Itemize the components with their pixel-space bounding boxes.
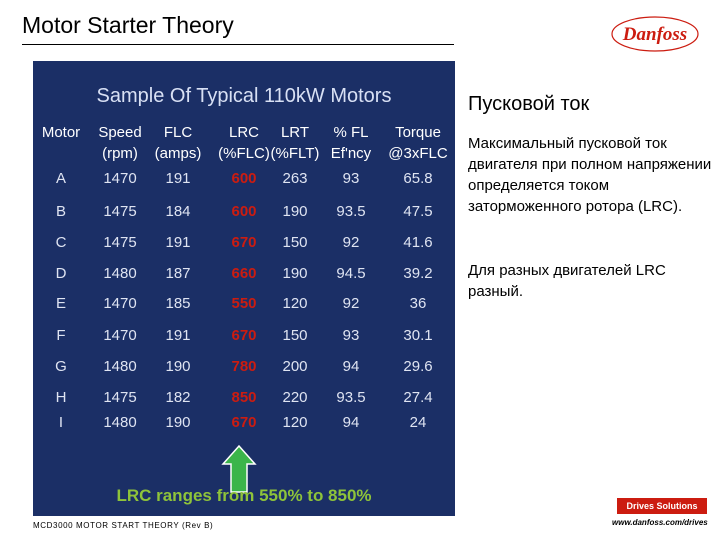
lrc-cell: 780 [231,358,257,375]
table-cell: 27.4 [403,389,433,406]
logo-wordmark: Danfoss [622,24,687,45]
table-cell: 190 [165,414,191,431]
column-header-0: Motor [41,124,81,141]
table-cell: 41.6 [403,234,433,251]
table-cell: 191 [165,234,191,251]
table-cell: E [55,295,66,312]
table-cell: H [55,389,67,406]
table-cell: 263 [282,170,308,187]
table-cell: 36 [409,295,427,312]
table-cell: 191 [165,170,191,187]
sidebar-paragraph-1: Максимальный пусковой ток двигателя при … [468,135,712,215]
lrc-cell: 550 [231,295,257,312]
column-subheader-1: (rpm) [102,145,138,162]
table-cell: 92 [342,234,360,251]
sidebar-title: Пусковой ток [468,93,590,115]
table-cell: 93 [342,170,360,187]
table-cell: 1480 [103,358,137,375]
table-cell: 39.2 [403,265,433,282]
table-cell: 190 [165,358,191,375]
table-cell: 120 [282,295,308,312]
table-cell: 94 [342,358,360,375]
column-header-2: FLC [163,124,193,141]
danfoss-logo: Danfoss [611,16,699,52]
table-cell: 24 [409,414,427,431]
table-cell: 1470 [103,327,137,344]
column-subheader-3: (%FLC) [218,145,270,162]
column-header-5: % FL [333,124,369,141]
table-cell: 182 [165,389,191,406]
table-cell: 1470 [103,295,137,312]
title-underline [22,44,454,45]
table-cell: 1480 [103,265,137,282]
table-cell: 190 [282,265,308,282]
table-cell: D [55,265,67,282]
footer-url: www.danfoss.com/drives [612,518,708,527]
table-cell: 94 [342,414,360,431]
table-cell: 200 [282,358,308,375]
table-cell: 150 [282,234,308,251]
lrc-cell: 600 [231,170,257,187]
table-cell: 191 [165,327,191,344]
table-cell: F [56,327,66,344]
table-cell: 185 [165,295,191,312]
table-cell: 1475 [103,203,137,220]
lrc-cell: 660 [231,265,257,282]
panel-title: Sample Of Typical 110kW Motors [96,85,392,107]
table-cell: 29.6 [403,358,433,375]
column-header-6: Torque [395,124,441,141]
lrc-cell: 850 [231,389,257,406]
lrc-cell: 670 [231,327,257,344]
table-cell: 150 [282,327,308,344]
lrc-cell: 670 [231,414,257,431]
table-cell: 30.1 [403,327,433,344]
table-cell: 1470 [103,170,137,187]
column-header-1: Speed [98,124,142,141]
column-subheader-2: (amps) [154,145,202,162]
column-subheader-6: @3xFLC [388,145,448,162]
table-cell: I [58,414,64,431]
table-cell: 187 [165,265,191,282]
table-cell: 93.5 [336,203,366,220]
table-cell: A [55,170,66,187]
table-cell: 47.5 [403,203,433,220]
table-cell: 93.5 [336,389,366,406]
table-cell: 94.5 [336,265,366,282]
table-cell: B [55,203,66,220]
drives-solutions-badge: Drives Solutions [617,498,707,514]
table-cell: G [55,358,67,375]
table-cell: 65.8 [403,170,433,187]
motor-table-panel: Sample Of Typical 110kW Motors Motor Spee… [33,61,455,516]
table-cell: 93 [342,327,360,344]
table-cell: 220 [282,389,308,406]
table-cell: 120 [282,414,308,431]
table-cell: C [55,234,67,251]
column-header-4: LRT [280,124,310,141]
table-cell: 1475 [103,389,137,406]
lrc-range-note: LRC ranges from 550% to 850% [116,486,372,505]
table-cell: 184 [165,203,191,220]
footer-caption: MCD3000 MOTOR START THEORY (Rev B) [33,521,214,530]
lrc-cell: 670 [231,234,257,251]
table-cell: 1480 [103,414,137,431]
sidebar-paragraph-2: Для разных двигателей LRC разный. [468,262,666,300]
slide-title: Motor Starter Theory [22,12,234,38]
table-cell: 190 [282,203,308,220]
lrc-cell: 600 [231,203,257,220]
column-header-3: LRC [228,124,259,141]
table-cell: 92 [342,295,360,312]
up-arrow-icon [221,444,257,493]
column-subheader-5: Ef'ncy [330,145,372,162]
column-subheader-4: (%FLT) [270,145,320,162]
table-cell: 1475 [103,234,137,251]
